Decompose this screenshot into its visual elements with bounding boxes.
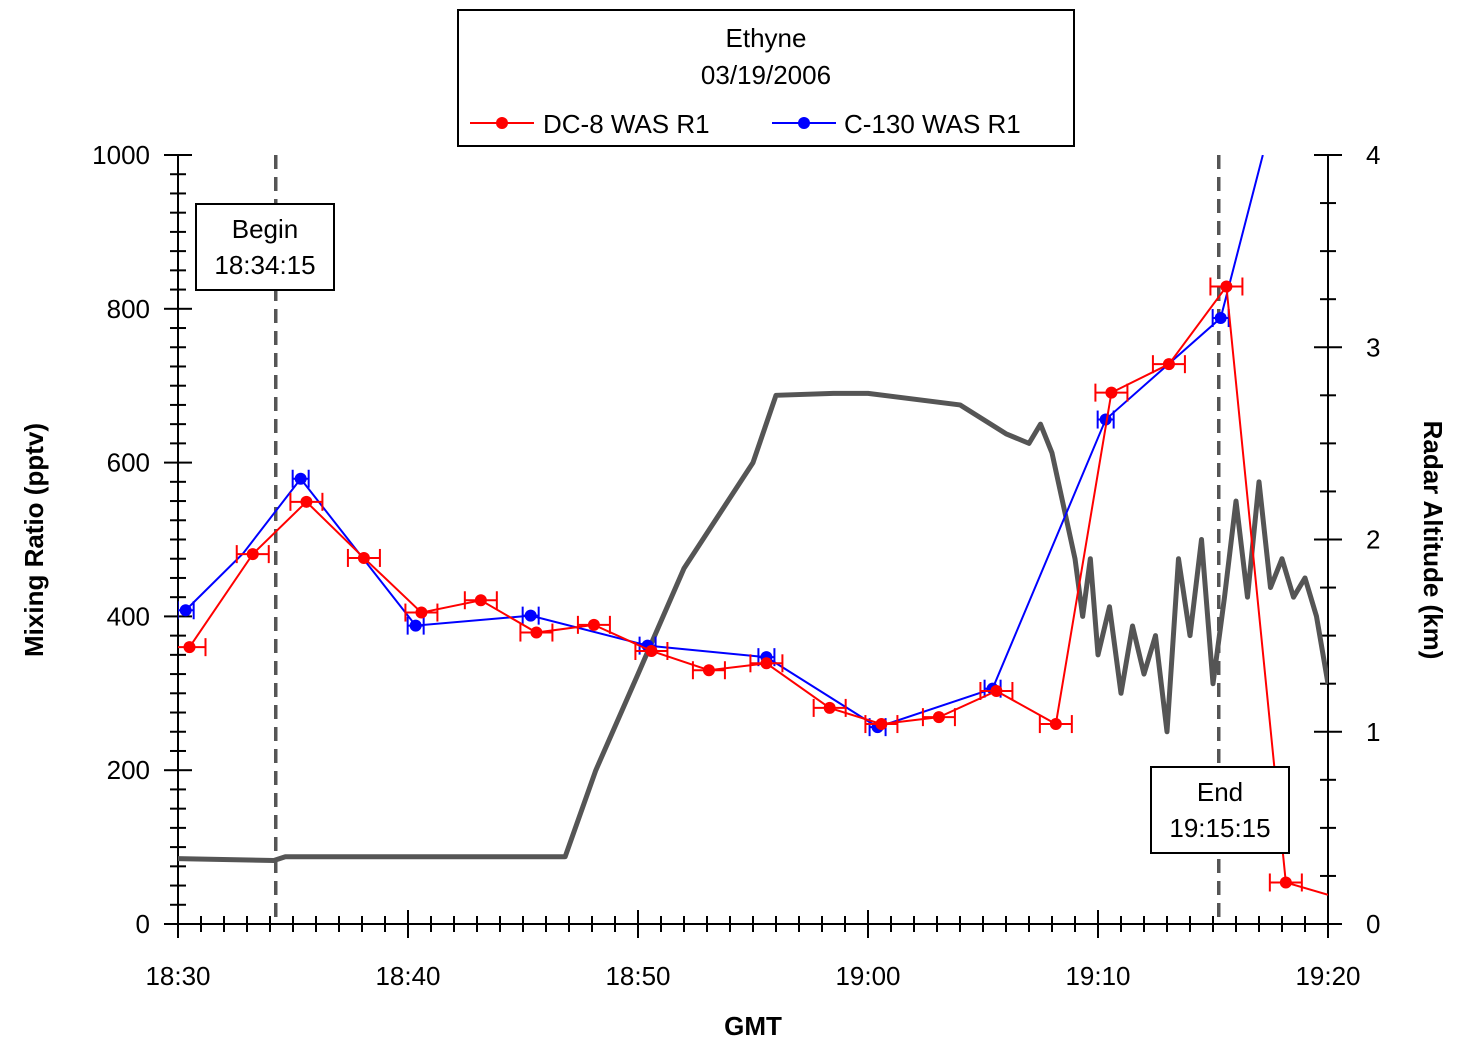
dc8-point [300, 495, 313, 508]
legend-box [457, 9, 1075, 147]
legend-marker-dc8 [496, 117, 508, 129]
x-tick-label: 18:50 [605, 961, 670, 991]
dc8-point [702, 664, 715, 677]
legend-item-dc8: DC-8 WAS R1 [470, 109, 710, 139]
c130-point [1099, 413, 1112, 426]
chart-subtitle: 03/19/2006 [701, 60, 831, 90]
dc8-point [530, 626, 543, 639]
x-tick-label: 18:30 [145, 961, 210, 991]
tick-labels-layer: 18:30 18:40 18:50 19:00 19:10 19:200200400600… [92, 140, 1380, 991]
legend-label-dc8: DC-8 WAS R1 [543, 109, 710, 139]
c130-point [294, 472, 307, 485]
altitude-trace [178, 390, 1328, 864]
radar-altitude-series [178, 390, 1328, 864]
x-tick-label: 19:00 [835, 961, 900, 991]
end-time: 19:15:15 [1169, 813, 1270, 843]
chart-title: Ethyne [726, 23, 807, 53]
legend: Ethyne 03/19/2006 DC-8 WAS R1 C-130 WAS … [457, 9, 1075, 147]
begin-annotation: Begin 18:34:15 [195, 203, 335, 291]
x-axis-title: GMT [724, 1011, 782, 1041]
y-tick-label: 400 [107, 601, 150, 631]
y-tick-label: 1000 [92, 140, 150, 170]
dc8-point [823, 701, 836, 714]
c130-point [409, 619, 422, 632]
y2-axis-title: Radar Altitude (km) [1418, 421, 1448, 660]
dc8-point [932, 711, 945, 724]
x-tick-label: 19:20 [1295, 961, 1360, 991]
ticks-layer [164, 154, 1342, 938]
begin-annotation-box [195, 203, 335, 291]
y-axis-title: Mixing Ratio (pptv) [19, 423, 49, 657]
begin-time: 18:34:15 [214, 250, 315, 280]
begin-end-markers [274, 155, 1221, 924]
y2-tick-label: 1 [1366, 717, 1380, 747]
dc8-point [875, 718, 888, 731]
dc8-point [1162, 358, 1175, 371]
y-tick-label: 600 [107, 448, 150, 478]
dc8-point [183, 641, 196, 654]
end-annotation-box [1150, 766, 1290, 854]
dc8-point [246, 548, 259, 561]
legend-marker-c130 [798, 117, 810, 129]
dc8-point [990, 684, 1003, 697]
dc8-point [760, 657, 773, 670]
dc8-series [178, 277, 1328, 896]
y-tick-label: 800 [107, 294, 150, 324]
dc8-point [474, 594, 487, 607]
dc8-point [587, 618, 600, 631]
y2-tick-label: 3 [1366, 332, 1380, 362]
end-annotation: End 19:15:15 [1150, 766, 1290, 854]
dc8-point [1279, 876, 1292, 889]
c130-point [524, 609, 537, 622]
dc8-point [415, 606, 428, 619]
c130-point [179, 604, 192, 617]
y-tick-label: 200 [107, 755, 150, 785]
c130-line [184, 155, 1264, 729]
y2-tick-label: 2 [1366, 525, 1380, 555]
dc8-point [1105, 386, 1118, 399]
c130-point [1214, 312, 1227, 325]
dc8-point [645, 645, 658, 658]
begin-label: Begin [232, 214, 299, 244]
dc8-point [357, 551, 370, 564]
y-tick-label: 0 [136, 909, 150, 939]
dc8-point [1220, 280, 1233, 293]
dc8-point [1049, 718, 1062, 731]
end-label: End [1197, 777, 1243, 807]
x-tick-label: 18:40 [375, 961, 440, 991]
y2-tick-label: 0 [1366, 909, 1380, 939]
y2-tick-label: 4 [1366, 140, 1380, 170]
legend-item-c130: C-130 WAS R1 [772, 109, 1021, 139]
x-tick-label: 19:10 [1065, 961, 1130, 991]
legend-label-c130: C-130 WAS R1 [844, 109, 1021, 139]
